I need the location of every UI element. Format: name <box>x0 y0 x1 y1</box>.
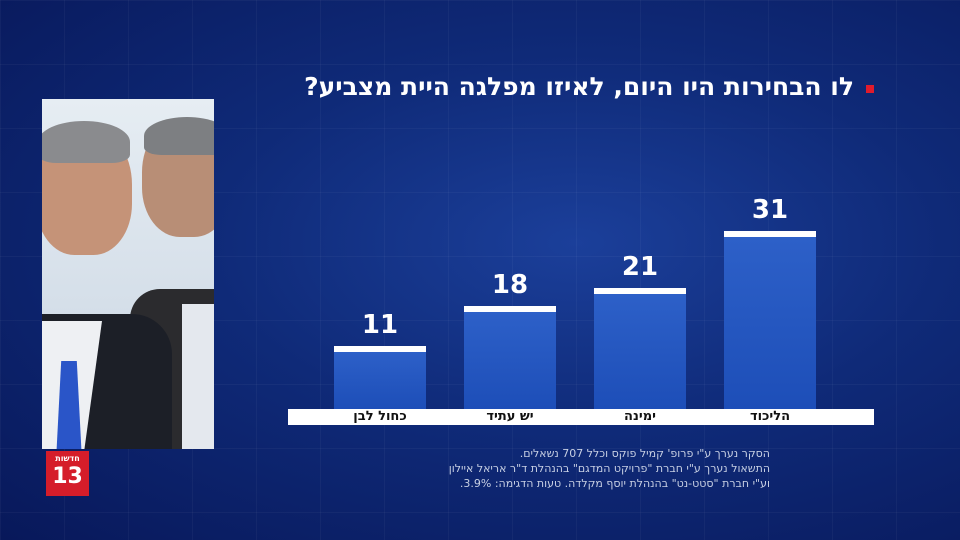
category-label: ימינה <box>624 409 656 424</box>
category-axis-band <box>288 409 874 425</box>
right-person-hair <box>144 117 214 155</box>
channel-logo: חדשות 13 <box>46 451 89 496</box>
logo-number: 13 <box>52 464 83 489</box>
left-person-hair <box>42 121 130 163</box>
right-person-shirt <box>182 304 214 449</box>
bar-value-label: 21 <box>621 252 659 282</box>
category-label: יש עתיד <box>486 409 534 424</box>
bar <box>724 231 816 409</box>
bar-value-label: 11 <box>361 310 399 340</box>
footnote-line-3: וע"י חברת "סטט-נט" בהנהלת יוסף מקלדה. טע… <box>459 477 770 490</box>
footnote: הסקר נערך ע"י פרופ' קמיל פוקס וכלל 707 נ… <box>380 446 770 491</box>
chart-title: לו הבחירות היו היום, לאיזו מפלגה היית מצ… <box>260 72 876 101</box>
bar <box>334 346 426 409</box>
category-label: הליכוד <box>749 409 791 424</box>
chart-title-text: לו הבחירות היו היום, לאיזו מפלגה היית מצ… <box>304 72 854 101</box>
footnote-line-2: התשאול נערך ע"י חברת "פרויקט המדגם" בהנה… <box>448 462 770 475</box>
title-bullet <box>866 85 874 93</box>
bar-value-label: 18 <box>491 270 529 300</box>
logo-top-text: חדשות <box>55 454 80 463</box>
category-label: כחול לבן <box>353 409 407 424</box>
bar <box>594 288 686 409</box>
bar-value-label: 31 <box>751 195 789 225</box>
candidates-photo <box>42 99 214 449</box>
footnote-line-1: הסקר נערך ע"י פרופ' קמיל פוקס וכלל 707 נ… <box>519 447 770 460</box>
bar <box>464 306 556 409</box>
